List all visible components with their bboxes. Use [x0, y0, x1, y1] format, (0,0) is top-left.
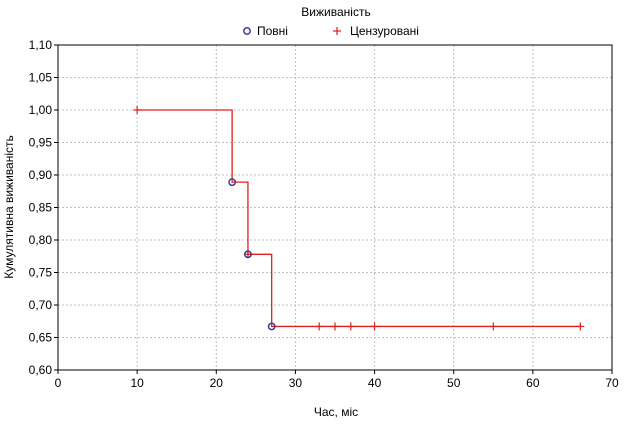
x-tick-label: 50 [447, 376, 461, 390]
complete-marker [243, 250, 252, 259]
x-tick-label: 10 [130, 376, 144, 390]
y-tick-label: 0,70 [29, 298, 53, 312]
x-tick-label: 40 [368, 376, 382, 390]
legend-censored-marker [333, 27, 341, 35]
x-tick-label: 60 [526, 376, 540, 390]
y-tick-label: 0,60 [29, 363, 53, 377]
survival-step-line [137, 109, 581, 328]
legend: Повні Цензуровані [243, 24, 419, 38]
x-axis: 0 10 20 30 40 50 60 70 [55, 370, 619, 390]
y-tick-label: 1,05 [29, 71, 53, 85]
x-tick-label: 70 [605, 376, 619, 390]
complete-marker [228, 178, 237, 187]
legend-complete-marker [243, 27, 251, 35]
legend-label-censored: Цензуровані [350, 24, 419, 38]
y-tick-label: 0,65 [29, 331, 53, 345]
y-tick-label: 0,75 [29, 266, 53, 280]
complete-marker [267, 322, 276, 331]
x-axis-label: Час, міс [314, 405, 358, 419]
x-tick-label: 30 [289, 376, 303, 390]
y-axis-label: Кумулятивна виживаність [2, 135, 16, 278]
y-tick-label: 0,90 [29, 168, 53, 182]
event-markers [133, 106, 585, 331]
y-tick-label: 0,95 [29, 136, 53, 150]
y-tick-label: 1,10 [29, 38, 53, 52]
censored-marker [370, 322, 379, 331]
censored-marker [315, 322, 324, 331]
x-tick-label: 20 [210, 376, 224, 390]
censored-marker [331, 322, 339, 331]
survival-curve [137, 109, 581, 328]
y-tick-label: 0,85 [29, 201, 53, 215]
y-tick-label: 1,00 [29, 103, 53, 117]
chart-title: Виживаність [301, 5, 370, 19]
grid [58, 45, 612, 370]
y-axis: 0,60 0,65 0,70 0,75 0,80 0,85 0,90 0,95 1,00 1,05… [29, 38, 58, 377]
legend-label-complete: Повні [257, 24, 288, 38]
x-tick-label: 0 [55, 376, 62, 390]
censored-marker [133, 106, 142, 114]
censored-marker [346, 322, 355, 331]
censored-marker [489, 322, 498, 331]
censored-marker [576, 322, 585, 331]
y-tick-label: 0,80 [29, 233, 53, 247]
